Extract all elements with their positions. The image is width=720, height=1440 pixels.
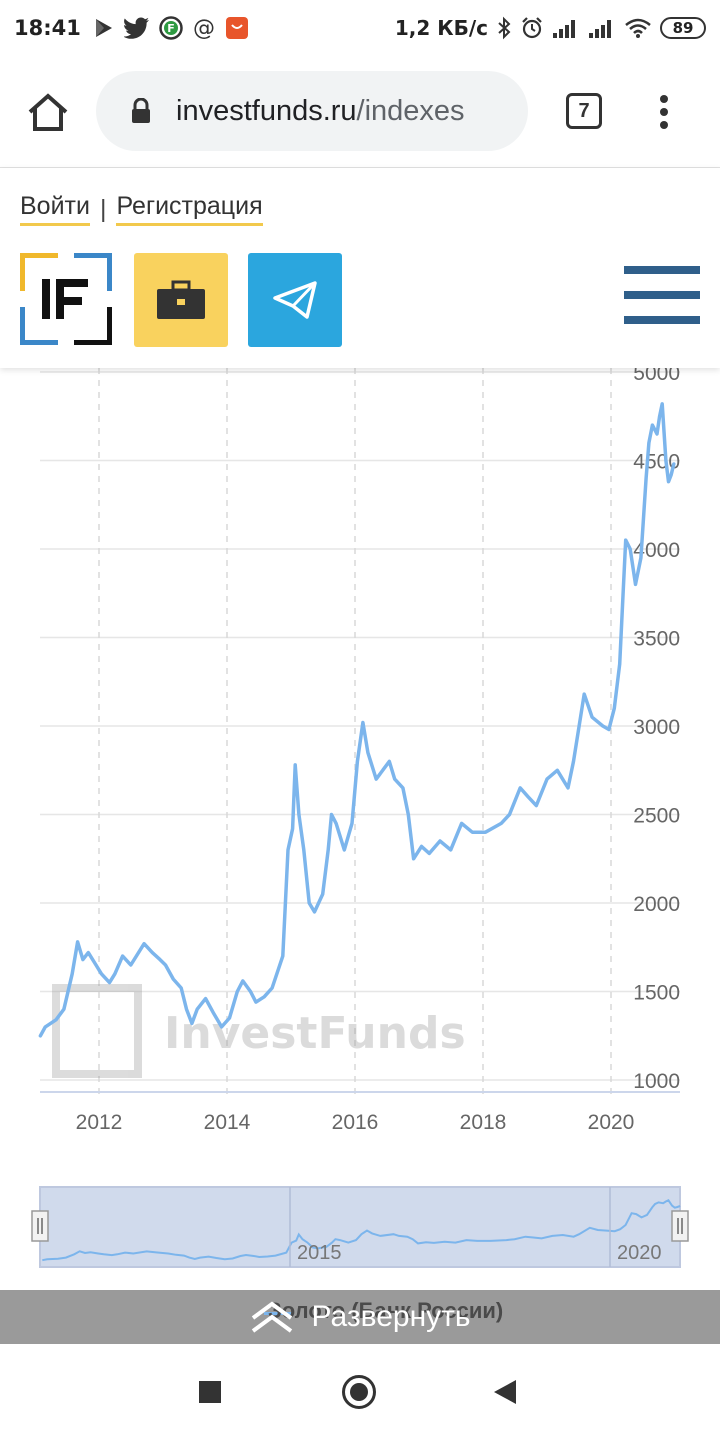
bluetooth-icon	[498, 16, 511, 40]
portfolio-button[interactable]	[134, 253, 228, 347]
watermark-logo	[52, 984, 142, 1078]
y-tick-label: 2500	[633, 805, 680, 828]
twitter-icon	[123, 17, 149, 39]
home-nav-dot	[350, 1383, 368, 1401]
back-icon[interactable]	[494, 1380, 516, 1404]
menu-line	[624, 266, 700, 274]
y-tick-label: 3500	[633, 628, 680, 651]
y-tick-label: 2000	[633, 893, 680, 916]
status-notification-icons: F @	[93, 16, 249, 40]
status-time: 18:41	[14, 16, 81, 40]
address-bar[interactable]: investfunds.ru/indexes	[96, 71, 528, 151]
at-icon: @	[193, 16, 215, 40]
x-tick-label: 2020	[588, 1111, 635, 1134]
auth-separator: |	[99, 194, 107, 223]
menu-line	[624, 316, 700, 324]
signal-icon	[553, 20, 575, 38]
site-header: Войти | Регистрация	[0, 168, 720, 368]
expand-bar[interactable]: Золото (Банк России) Развернуть	[0, 1290, 720, 1344]
telegram-button[interactable]	[248, 253, 342, 347]
watermark-text: InvestFunds	[164, 1008, 466, 1059]
x-tick-label: 2018	[460, 1111, 507, 1134]
home-icon[interactable]	[26, 92, 70, 132]
tab-switcher-button[interactable]: 7	[566, 93, 602, 129]
x-tick-label: 2014	[204, 1111, 251, 1134]
navigator-label: 2020	[617, 1242, 662, 1264]
auth-links: Войти | Регистрация	[20, 192, 263, 226]
lock-icon	[132, 98, 150, 123]
investfunds-logo[interactable]	[20, 253, 112, 345]
y-tick-label: 5000	[633, 368, 680, 385]
status-speed: 1,2 КБ/с	[394, 16, 488, 40]
svg-text:F: F	[167, 22, 175, 35]
signal-icon	[589, 20, 611, 38]
home-nav-icon[interactable]	[342, 1375, 376, 1409]
register-link[interactable]: Регистрация	[116, 192, 263, 226]
handle-body	[31, 1210, 49, 1242]
legend-item[interactable]: Золото (Банк России)	[268, 1298, 504, 1323]
series-line	[38, 402, 676, 1038]
navigator-label: 2015	[297, 1242, 342, 1264]
watermark: InvestFunds	[52, 984, 466, 1078]
recents-icon[interactable]	[199, 1381, 221, 1403]
aliexpress-icon	[225, 17, 248, 39]
y-tick-label: 1500	[633, 982, 680, 1005]
navigator-right-handle[interactable]	[671, 1210, 689, 1242]
hamburger-menu-icon[interactable]	[624, 266, 700, 326]
expand-label: Развернуть	[311, 1300, 471, 1333]
status-system-icons: 1,2 КБ/с 89	[395, 16, 706, 40]
play-icon	[95, 19, 112, 37]
legend-line	[264, 1312, 294, 1315]
login-link[interactable]: Войти	[20, 192, 90, 226]
wifi-icon	[625, 18, 651, 38]
alarm-icon	[522, 17, 542, 39]
battery-icon: 89	[660, 17, 706, 39]
svg-text:@: @	[193, 16, 215, 40]
more-vert-icon[interactable]	[652, 94, 676, 130]
x-tick-label: 2012	[76, 1111, 123, 1134]
y-tick-label: 1000	[633, 1070, 680, 1093]
menu-line	[624, 291, 700, 299]
browser-toolbar: investfunds.ru/indexes 7	[0, 56, 720, 168]
expand-content: Развернуть	[249, 1300, 471, 1334]
x-tick-label: 2016	[332, 1111, 379, 1134]
y-tick-label: 4000	[633, 539, 680, 562]
system-nav-bar	[0, 1344, 720, 1440]
url-path: /indexes	[356, 94, 465, 127]
chart-svg[interactable]: 5000450040003500300025002000150010002012…	[0, 368, 720, 1368]
handle-body	[671, 1210, 689, 1242]
briefcase-icon	[157, 280, 205, 319]
url-text: investfunds.ru/indexes	[176, 95, 465, 128]
status-bar: 18:41 F @ 1,2 КБ/с 89	[0, 0, 720, 56]
navigator-background	[39, 1186, 681, 1268]
navigator-left-handle[interactable]	[31, 1210, 49, 1242]
y-tick-label: 3000	[633, 716, 680, 739]
navigator-series-line	[42, 1199, 681, 1262]
f-app-icon: F	[159, 16, 183, 40]
url-host: investfunds.ru	[176, 94, 357, 127]
telegram-icon	[273, 281, 317, 319]
gold-price-chart[interactable]: 5000 4500 4000 3500 3000 2500 2000 1500 1000 2012…	[0, 368, 720, 1368]
double-chevron-up-icon	[252, 1301, 293, 1333]
